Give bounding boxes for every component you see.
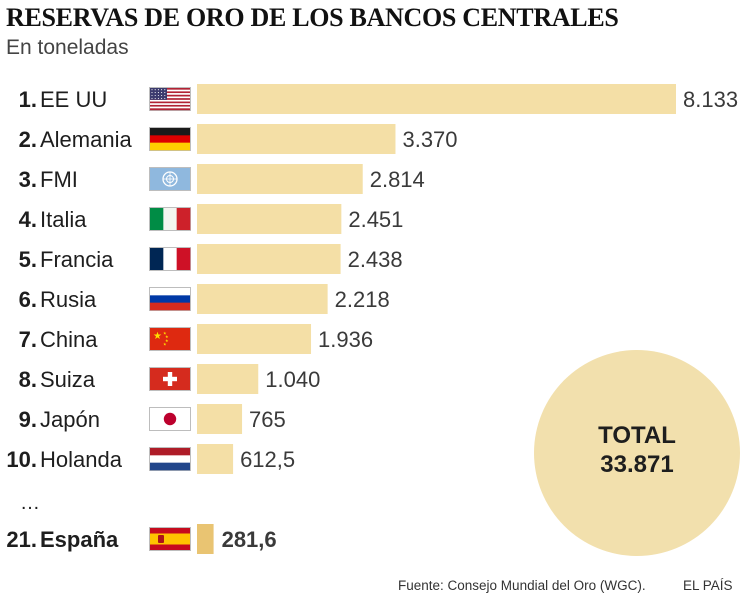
- bar: [197, 84, 676, 114]
- category-label: EE UU: [40, 87, 107, 112]
- flag-italy-icon: [149, 207, 191, 231]
- category-label: Japón: [40, 407, 100, 432]
- value-label: 1.936: [318, 327, 373, 352]
- category-label: China: [40, 327, 98, 352]
- bar: [197, 204, 342, 234]
- svg-text:★: ★: [163, 331, 167, 336]
- rank-label: 21.: [6, 527, 37, 552]
- bar: [197, 404, 243, 434]
- value-label: 2.814: [370, 167, 425, 192]
- flag-france-icon: [149, 247, 191, 271]
- rank-label: 9.: [19, 407, 37, 432]
- category-label: Francia: [40, 247, 114, 272]
- category-label: España: [40, 527, 119, 552]
- flag-japan-icon: [149, 407, 191, 431]
- flag-netherlands-icon: [149, 447, 191, 471]
- total-circle: [534, 350, 740, 556]
- svg-text:★: ★: [153, 331, 162, 342]
- category-label: FMI: [40, 167, 78, 192]
- value-label: 1.040: [265, 367, 320, 392]
- flag-russia-icon: [149, 287, 191, 311]
- source-note: Fuente: Consejo Mundial del Oro (WGC).: [398, 578, 646, 593]
- rank-label: 8.: [19, 367, 37, 392]
- svg-text:★: ★: [163, 342, 167, 347]
- value-label: 2.451: [348, 207, 403, 232]
- bar: [197, 164, 363, 194]
- value-label: 8.133: [683, 87, 738, 112]
- rank-label: 1.: [19, 87, 37, 112]
- value-label: 2.438: [348, 247, 403, 272]
- value-label: 2.218: [335, 287, 390, 312]
- rank-label: 7.: [19, 327, 37, 352]
- bar: [197, 244, 341, 274]
- rank-label: 3.: [19, 167, 37, 192]
- rank-label: 6.: [19, 287, 37, 312]
- bar: [197, 124, 396, 154]
- bar: [197, 524, 214, 554]
- bar: [197, 324, 312, 354]
- svg-text:★: ★: [165, 338, 169, 343]
- rank-label: 2.: [19, 127, 37, 152]
- chart-subtitle: En toneladas: [6, 36, 129, 59]
- category-label: Alemania: [40, 127, 132, 152]
- bar: [197, 364, 259, 394]
- rank-label: 5.: [19, 247, 37, 272]
- value-label: 612,5: [240, 447, 295, 472]
- bar: [197, 444, 234, 474]
- bar-chart: 1. EE UU 8.133 2. Alemania 3.370 3. FMI 2.814 4. I…: [6, 84, 740, 556]
- svg-text:★: ★: [165, 334, 169, 339]
- category-label: Suiza: [40, 367, 96, 392]
- value-label: 281,6: [222, 527, 277, 552]
- category-label: Italia: [40, 207, 87, 232]
- rank-label: 4.: [19, 207, 37, 232]
- flag-germany-icon: [149, 127, 191, 151]
- category-label: Rusia: [40, 287, 97, 312]
- category-label: Holanda: [40, 447, 123, 472]
- chart-title: RESERVAS DE ORO DE LOS BANCOS CENTRALES: [6, 3, 619, 32]
- flag-un-icon: [149, 167, 191, 191]
- flag-usa-icon: [149, 87, 191, 111]
- flag-china-icon: ★ ★★★★: [149, 327, 191, 351]
- publisher-brand: EL PAÍS: [683, 578, 733, 593]
- rank-label: 10.: [6, 447, 37, 472]
- total-value: 33.871: [600, 451, 673, 478]
- flag-spain-icon: [149, 527, 191, 551]
- value-label: 765: [249, 407, 286, 432]
- value-label: 3.370: [402, 127, 457, 152]
- flag-switzerland-icon: [149, 367, 191, 391]
- ellipsis: …: [20, 492, 40, 514]
- bar: [197, 284, 328, 314]
- total-label: TOTAL: [598, 422, 676, 449]
